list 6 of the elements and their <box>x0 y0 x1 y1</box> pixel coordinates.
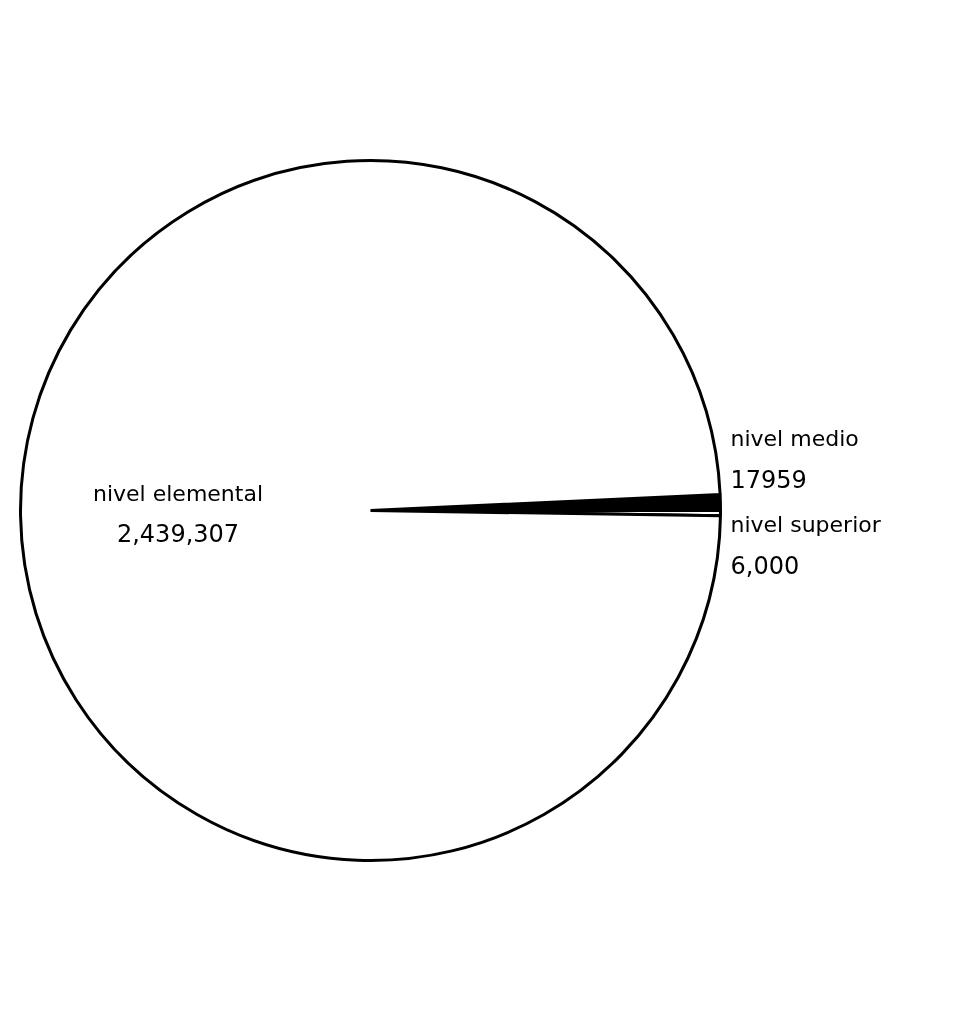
slice-label: nivel elemental <box>93 480 264 506</box>
data-label: 6,000 <box>730 551 800 580</box>
data-label: 17959 <box>730 465 807 494</box>
slice-label: nivel medio <box>730 426 859 451</box>
data-label: 2,439,307 <box>116 520 240 549</box>
slice-label: nivel superior <box>730 512 882 537</box>
